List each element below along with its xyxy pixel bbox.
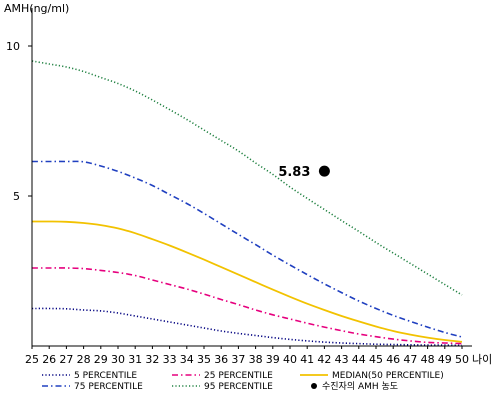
x-tick-label: 38 — [249, 353, 263, 366]
x-tick-label: 31 — [128, 353, 142, 366]
x-tick-label: 47 — [403, 353, 417, 366]
x-tick-label: 40 — [283, 353, 297, 366]
legend-label-point: 수진자의 AMH 농도 — [322, 381, 398, 392]
x-tick-label: 32 — [145, 353, 159, 366]
x-tick-label: 25 — [25, 353, 39, 366]
y-tick-label: 10 — [6, 40, 20, 53]
x-tick-label: 35 — [197, 353, 211, 366]
legend-label-median-50-percentile: MEDIAN(50 PERCENTILE) — [332, 371, 444, 381]
legend-label-25-percentile: 25 PERCENTILE — [204, 371, 273, 381]
series-line-median-50-percentile — [31, 220, 463, 343]
x-tick-label: 39 — [266, 353, 280, 366]
x-tick-label: 27 — [59, 353, 73, 366]
x-axis-title: 나이 — [472, 353, 492, 366]
series-line-75-percentile — [32, 160, 463, 338]
legend-label-5-percentile: 5 PERCENTILE — [74, 371, 137, 381]
x-tick-label: 36 — [214, 353, 228, 366]
legend: 5 PERCENTILE 25 PERCENTILE MEDIAN(50 PERCE… — [42, 371, 444, 392]
x-tick-label: 49 — [438, 353, 452, 366]
x-tick-label: 41 — [300, 353, 314, 366]
x-tick-label: 48 — [421, 353, 435, 366]
patient-amh-value-label: 5.83 — [278, 165, 310, 180]
x-tick-label: 43 — [335, 353, 349, 366]
series-line-25-percentile — [32, 267, 463, 345]
x-tick-label: 42 — [317, 353, 331, 366]
x-tick-label: 50 — [455, 353, 469, 366]
x-tick-label: 45 — [369, 353, 383, 366]
y-tick-label: 5 — [13, 190, 20, 203]
x-tick-label: 29 — [94, 353, 108, 366]
x-tick-label: 33 — [163, 353, 177, 366]
x-tick-label: 34 — [180, 353, 194, 366]
axes-layer: 5 10 AMH(ng/ml) 25 26 27 28 29 30 31 32 33 34 35 36 37 3… — [4, 2, 492, 366]
x-tick-label: 26 — [42, 353, 56, 366]
x-tick-label: 28 — [77, 353, 91, 366]
legend-label-95-percentile: 95 PERCENTILE — [204, 382, 273, 392]
legend-label-75-percentile: 75 PERCENTILE — [74, 382, 143, 392]
x-tick-label: 46 — [386, 353, 400, 366]
series-layer: 5.83 — [31, 60, 463, 347]
legend-swatch-point — [311, 383, 317, 389]
series-line-95-percentile — [31, 60, 463, 296]
x-tick-label: 30 — [111, 353, 125, 366]
x-tick-label: 44 — [352, 353, 366, 366]
patient-amh-point — [318, 165, 330, 177]
y-axis-title: AMH(ng/ml) — [4, 2, 69, 15]
x-tick-label: 37 — [231, 353, 245, 366]
